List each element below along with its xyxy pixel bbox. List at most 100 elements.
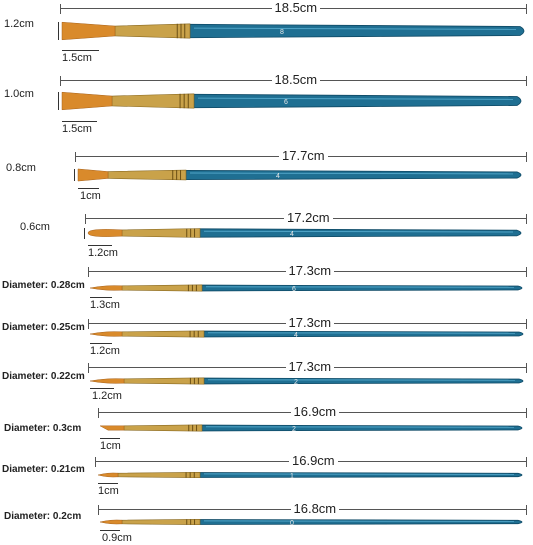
length-label: 17.3cm (285, 360, 335, 374)
brush-number: 2 (292, 426, 296, 433)
width-dimension-bar (58, 22, 59, 40)
length-tick-end (526, 457, 527, 467)
length-tick-end (526, 319, 527, 329)
brush-number: 4 (294, 332, 298, 339)
brush-bristles (89, 285, 123, 291)
brush-bristles (89, 331, 123, 337)
brush-number: 1 (290, 473, 294, 480)
brush-number: 0 (290, 520, 294, 527)
tip-length-label: 1.5cm (62, 52, 92, 64)
brush-3: 4 (77, 168, 522, 182)
length-tick-end (526, 363, 527, 373)
brush-ferrule (123, 424, 203, 432)
brush-10: 0 (99, 518, 523, 527)
brush-5: 6 (89, 284, 523, 293)
tip-length-line (88, 245, 112, 246)
length-label: 16.8cm (290, 502, 340, 516)
tip-length-line (78, 188, 99, 189)
tip-length-line (90, 343, 113, 344)
length-tick-start (88, 363, 89, 373)
brush-handle (199, 228, 522, 238)
length-label: 16.9cm (289, 454, 338, 468)
brush-ferrule (117, 471, 201, 479)
handle-highlight (205, 286, 515, 288)
brush-number: 8 (280, 29, 284, 36)
tip-length-label: 1.2cm (90, 345, 120, 357)
width-label: Diameter: 0.3cm (4, 423, 82, 434)
tip-length-label: 1.2cm (92, 390, 122, 402)
width-label: Diameter: 0.25cm (2, 322, 85, 333)
length-label: 17.3cm (285, 316, 335, 330)
width-label: Diameter: 0.22cm (2, 371, 85, 382)
brush-handle (203, 377, 524, 385)
length-label: 17.7cm (279, 149, 328, 163)
tip-length-label: 1.5cm (62, 123, 92, 135)
brush-ferrule (121, 518, 201, 526)
brush-handle (201, 424, 523, 432)
brush-ferrule (123, 377, 205, 385)
length-tick-end (526, 505, 527, 515)
handle-highlight (197, 97, 514, 100)
brush-number: 2 (294, 379, 298, 386)
length-tick-end (526, 4, 527, 14)
width-label: Diameter: 0.2cm (4, 511, 82, 522)
brush-handle (193, 93, 522, 109)
tip-length-label: 1.2cm (88, 247, 118, 259)
tip-length-line (98, 483, 118, 484)
brush-ferrule (121, 228, 201, 238)
handle-highlight (189, 172, 514, 175)
brush-handle (185, 169, 522, 181)
brush-handle (203, 330, 524, 338)
width-label: Diameter: 0.21cm (2, 464, 85, 475)
brush-ferrule (107, 169, 187, 181)
tip-length-label: 1cm (98, 485, 119, 497)
length-tick-end (526, 214, 527, 224)
brush-ferrule (121, 330, 205, 338)
brush-number: 4 (276, 173, 280, 180)
brush-9: 1 (97, 471, 523, 480)
handle-highlight (207, 379, 516, 381)
length-label: 18.5cm (271, 1, 321, 15)
width-label: 0.6cm (20, 221, 50, 233)
brush-bristles (99, 519, 123, 525)
brush-ferrule (121, 284, 203, 292)
brush-6: 4 (89, 330, 524, 339)
brush-number: 6 (292, 286, 296, 293)
brush-bristles (97, 472, 119, 478)
handle-highlight (193, 27, 517, 30)
width-label: 1.2cm (4, 18, 34, 30)
length-label: 18.5cm (271, 73, 321, 87)
brush-ferrule (114, 23, 191, 39)
length-tick-start (60, 4, 61, 14)
length-tick-start (95, 457, 96, 467)
tip-length-line (90, 297, 113, 298)
width-dimension-bar (84, 227, 85, 239)
brush-ferrule (111, 93, 195, 109)
tip-length-label: 1cm (80, 190, 101, 202)
brush-8: 2 (99, 424, 523, 433)
brush-handle (199, 472, 523, 478)
length-tick-end (526, 152, 527, 162)
brush-handle (201, 284, 523, 292)
brush-bristles (61, 21, 116, 41)
width-label: Diameter: 0.28cm (2, 280, 85, 291)
tip-length-label: 0.9cm (102, 532, 132, 544)
tip-length-line (100, 438, 120, 439)
length-tick-end (526, 267, 527, 277)
length-tick-start (98, 505, 99, 515)
brush-4: 4 (87, 228, 522, 238)
length-tick-start (88, 319, 89, 329)
length-tick-start (98, 408, 99, 418)
width-label: 0.8cm (6, 162, 36, 174)
length-label: 17.3cm (285, 264, 335, 278)
length-tick-start (88, 267, 89, 277)
brush-bristles (61, 91, 113, 111)
tip-length-line (100, 530, 120, 531)
handle-highlight (207, 332, 516, 334)
width-dimension-bar (58, 92, 59, 110)
tip-length-line (90, 388, 114, 389)
length-label: 16.9cm (290, 405, 340, 419)
length-tick-start (85, 214, 86, 224)
brush-number: 4 (290, 231, 294, 238)
